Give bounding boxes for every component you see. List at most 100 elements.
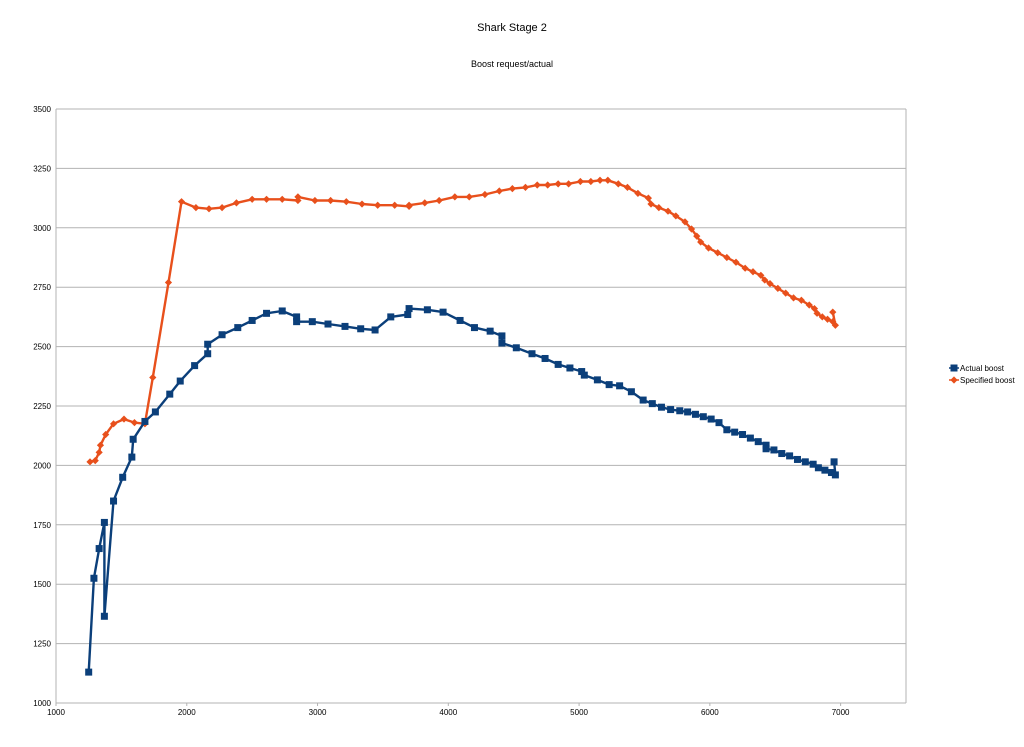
- data-point-actual-boost: [541, 354, 549, 362]
- data-point-actual-boost: [110, 497, 118, 505]
- data-point-actual-boost: [691, 410, 699, 418]
- data-point-specified-boost: [374, 201, 382, 209]
- series-line-actual-boost: [87, 307, 837, 673]
- data-point-actual-boost: [387, 313, 395, 321]
- data-point-specified-boost: [294, 193, 302, 201]
- data-point-specified-boost: [451, 193, 459, 201]
- data-point-actual-boost: [512, 344, 520, 352]
- data-point-specified-boost: [232, 199, 241, 207]
- y-tick-label: 3500: [33, 105, 51, 114]
- data-point-actual-boost: [566, 364, 574, 372]
- data-point-specified-boost: [109, 420, 118, 428]
- data-point-specified-boost: [829, 318, 837, 326]
- data-point-specified-boost: [813, 309, 821, 317]
- data-point-actual-boost: [85, 668, 93, 676]
- y-tick-label: 1500: [33, 580, 51, 589]
- data-point-actual-boost: [456, 316, 464, 324]
- data-point-actual-boost: [95, 545, 103, 553]
- data-point-actual-boost: [191, 362, 199, 370]
- data-point-actual-boost: [308, 318, 316, 326]
- data-point-specified-boost: [681, 218, 689, 226]
- data-point-actual-boost: [770, 446, 778, 454]
- data-point-actual-boost: [293, 313, 301, 321]
- data-point-actual-boost: [234, 324, 242, 332]
- data-point-specified-boost: [741, 264, 749, 272]
- data-point-specified-boost: [262, 195, 271, 203]
- x-tick-label: 3000: [309, 708, 327, 717]
- data-point-specified-boost: [278, 195, 286, 203]
- data-point-specified-boost: [177, 198, 186, 206]
- data-point-actual-boost: [528, 350, 536, 358]
- data-point-specified-boost: [391, 201, 399, 209]
- data-point-specified-boost: [342, 198, 350, 206]
- data-point-actual-boost: [100, 612, 108, 620]
- series-lines: [85, 176, 839, 676]
- data-point-actual-boost: [151, 408, 159, 416]
- x-tick-label: 1000: [47, 708, 65, 717]
- data-point-specified-boost: [749, 268, 757, 276]
- data-point-specified-boost: [664, 207, 672, 215]
- data-point-specified-boost: [604, 176, 612, 184]
- data-point-specified-boost: [693, 232, 701, 240]
- data-point-actual-boost: [778, 450, 786, 458]
- data-point-specified-boost: [481, 190, 489, 199]
- data-point-specified-boost: [647, 200, 655, 208]
- data-point-actual-boost: [762, 441, 770, 449]
- data-point-actual-boost: [821, 466, 829, 474]
- data-point-actual-boost: [580, 371, 588, 379]
- data-point-specified-boost: [823, 315, 832, 323]
- x-tick-label: 6000: [701, 708, 719, 717]
- y-tick-label: 2250: [33, 402, 51, 411]
- data-point-specified-boost: [508, 184, 516, 193]
- data-point-specified-boost: [311, 196, 319, 205]
- data-point-specified-boost: [521, 183, 530, 192]
- data-point-actual-boost: [128, 453, 136, 461]
- y-tick-label: 3250: [33, 164, 51, 173]
- gridlines: [56, 108, 906, 704]
- legend: Actual boost Specified boost: [949, 364, 1015, 385]
- legend-label: Specified boost: [960, 376, 1015, 385]
- data-point-specified-boost: [205, 205, 213, 213]
- data-point-specified-boost: [596, 176, 604, 184]
- data-point-specified-boost: [587, 177, 595, 186]
- y-tick-label: 2750: [33, 283, 51, 292]
- data-point-actual-boost: [439, 308, 447, 316]
- data-point-specified-boost: [655, 204, 663, 212]
- y-tick-label: 2500: [33, 343, 51, 352]
- data-point-specified-boost: [248, 195, 256, 203]
- data-point-specified-boost: [782, 289, 790, 297]
- data-point-actual-boost: [731, 428, 739, 436]
- data-point-specified-boost: [465, 193, 473, 201]
- data-point-specified-boost: [757, 271, 765, 279]
- data-point-specified-boost: [86, 458, 94, 466]
- data-point-actual-boost: [278, 307, 286, 315]
- data-point-actual-boost: [786, 452, 794, 460]
- x-tick-label: 2000: [178, 708, 196, 717]
- data-point-specified-boost: [797, 296, 805, 304]
- data-point-actual-boost: [739, 431, 747, 439]
- chart-title: Shark Stage 2: [477, 22, 547, 34]
- data-point-actual-boost: [166, 390, 174, 398]
- data-point-actual-boost: [723, 426, 731, 434]
- data-point-actual-boost: [667, 406, 675, 414]
- data-point-actual-boost: [341, 322, 349, 330]
- data-point-actual-boost: [357, 325, 365, 333]
- data-point-specified-boost: [95, 448, 103, 456]
- data-point-specified-boost: [576, 177, 584, 186]
- data-point-specified-boost: [704, 244, 713, 252]
- x-tick-label: 4000: [439, 708, 457, 717]
- legend-marker: [950, 376, 958, 384]
- data-point-actual-boost: [371, 326, 379, 334]
- data-point-actual-boost: [248, 316, 256, 324]
- data-point-actual-boost: [129, 435, 137, 443]
- y-tick-label: 1250: [33, 640, 51, 649]
- data-point-actual-boost: [801, 458, 809, 466]
- data-point-specified-boost: [818, 313, 826, 321]
- data-point-specified-boost: [544, 181, 552, 189]
- data-point-specified-boost: [149, 373, 157, 382]
- data-point-actual-boost: [715, 419, 723, 427]
- data-point-specified-boost: [687, 225, 696, 233]
- data-point-specified-boost: [723, 253, 731, 262]
- chart-subtitle: Boost request/actual: [470, 59, 554, 69]
- data-point-specified-boost: [714, 249, 722, 257]
